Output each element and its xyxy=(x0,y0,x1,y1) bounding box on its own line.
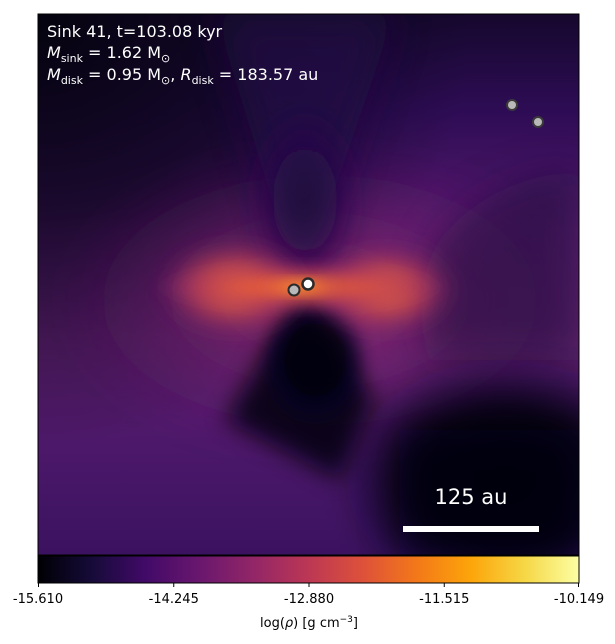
colorbar-tick-label: -10.149 xyxy=(554,592,604,607)
plot-frame xyxy=(37,13,580,556)
scale-bar: 125 au xyxy=(403,485,539,532)
colorbar-tick-label: -11.515 xyxy=(419,592,469,607)
title-line-2: Msink = 1.62 M⊙ xyxy=(47,43,170,65)
colorbar-gradient xyxy=(38,556,579,583)
colorbar: -15.610 -14.245 -12.880 -11.515 -10.149 … xyxy=(13,555,604,631)
title-line-3: Mdisk = 0.95 M⊙, Rdisk = 183.57 au xyxy=(47,65,318,87)
colorbar-label: log(ρ) [g cm−3] xyxy=(260,615,358,631)
companion-sink-a-marker xyxy=(506,99,518,111)
title-line-1: Sink 41, t=103.08 kyr xyxy=(47,22,223,41)
sink-markers xyxy=(287,99,544,297)
colorbar-ticks xyxy=(38,583,579,587)
colorbar-tick-label: -12.880 xyxy=(284,592,334,607)
companion-sink-b-marker xyxy=(532,116,544,128)
colorbar-tick-label: -14.245 xyxy=(149,592,199,607)
central-sink-b-marker xyxy=(301,277,315,291)
density-map xyxy=(38,14,579,555)
scale-bar-label: 125 au xyxy=(435,485,508,509)
colorbar-tick-label: -15.610 xyxy=(13,592,63,607)
scale-bar-line xyxy=(403,526,539,532)
info-text: Sink 41, t=103.08 kyr Msink = 1.62 M⊙ Md… xyxy=(47,22,318,87)
central-sink-a-marker xyxy=(287,283,301,297)
